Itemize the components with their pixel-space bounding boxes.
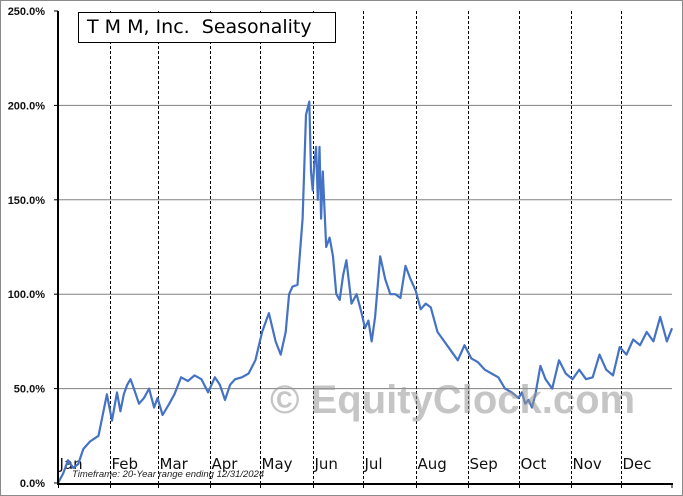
timeframe-note: Timeframe: 20-Year range ending 12/31/20…: [72, 469, 265, 480]
x-month-label: Nov: [573, 455, 602, 473]
x-month-label: May: [262, 455, 293, 473]
y-tick-label: 250.0%: [8, 6, 46, 18]
x-month-label: Oct: [521, 455, 547, 473]
y-tick-label: 0.0%: [20, 478, 45, 490]
x-month-label: Apr: [212, 455, 239, 473]
chart-title-box: T M M, Inc. Seasonality: [78, 12, 336, 43]
y-axis-ticks: 0.0% 50.0% 100.0% 150.0% 200.0% 250.0%: [8, 6, 58, 490]
y-tick-label: 150.0%: [8, 195, 46, 207]
x-month-label: Feb: [112, 455, 139, 473]
x-month-label: Sep: [470, 455, 498, 473]
x-month-label: Dec: [623, 455, 652, 473]
y-tick-label: 50.0%: [14, 384, 45, 396]
x-month-label: Aug: [418, 455, 447, 473]
chart-title: T M M, Inc. Seasonality: [87, 16, 312, 38]
x-month-label: Jul: [364, 455, 383, 473]
month-dividers: [58, 11, 673, 488]
x-month-label: Jun: [314, 455, 338, 473]
x-axis-month-labels: Jan Feb Mar Apr May Jun Jul Aug Sep Oct Nov Dec: [59, 455, 652, 473]
horizontal-gridlines: [58, 104, 672, 390]
watermark-text: © EquityClock.com: [270, 378, 636, 422]
x-month-label: Mar: [160, 455, 189, 473]
y-tick-label: 200.0%: [8, 100, 46, 112]
y-tick-label: 100.0%: [8, 289, 46, 301]
seasonality-line: [57, 100, 674, 484]
